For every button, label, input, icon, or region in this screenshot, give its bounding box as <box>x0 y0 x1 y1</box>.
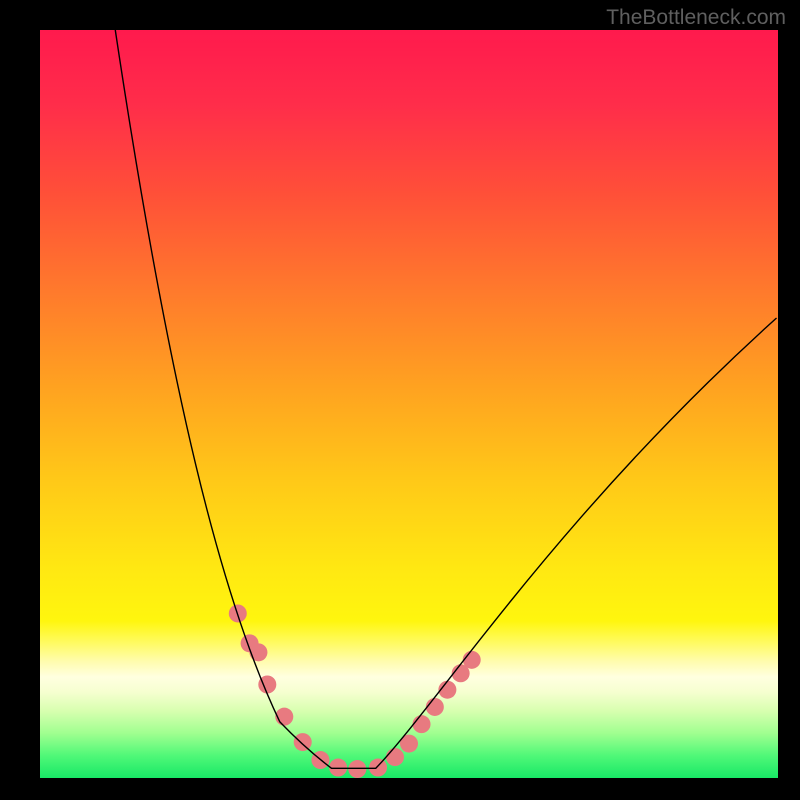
marker-dot <box>348 760 366 778</box>
marker-dot <box>426 698 444 716</box>
marker-dot <box>329 759 347 777</box>
marker-dot <box>294 733 312 751</box>
v-curve <box>115 30 776 768</box>
marker-dot <box>369 759 387 777</box>
chart-container: TheBottleneck.com <box>0 0 800 800</box>
marker-dot <box>249 643 267 661</box>
marker-dot <box>413 715 431 733</box>
marker-dot <box>386 748 404 766</box>
chart-overlay <box>0 0 800 800</box>
marker-dot <box>463 651 481 669</box>
watermark-text: TheBottleneck.com <box>606 6 786 30</box>
